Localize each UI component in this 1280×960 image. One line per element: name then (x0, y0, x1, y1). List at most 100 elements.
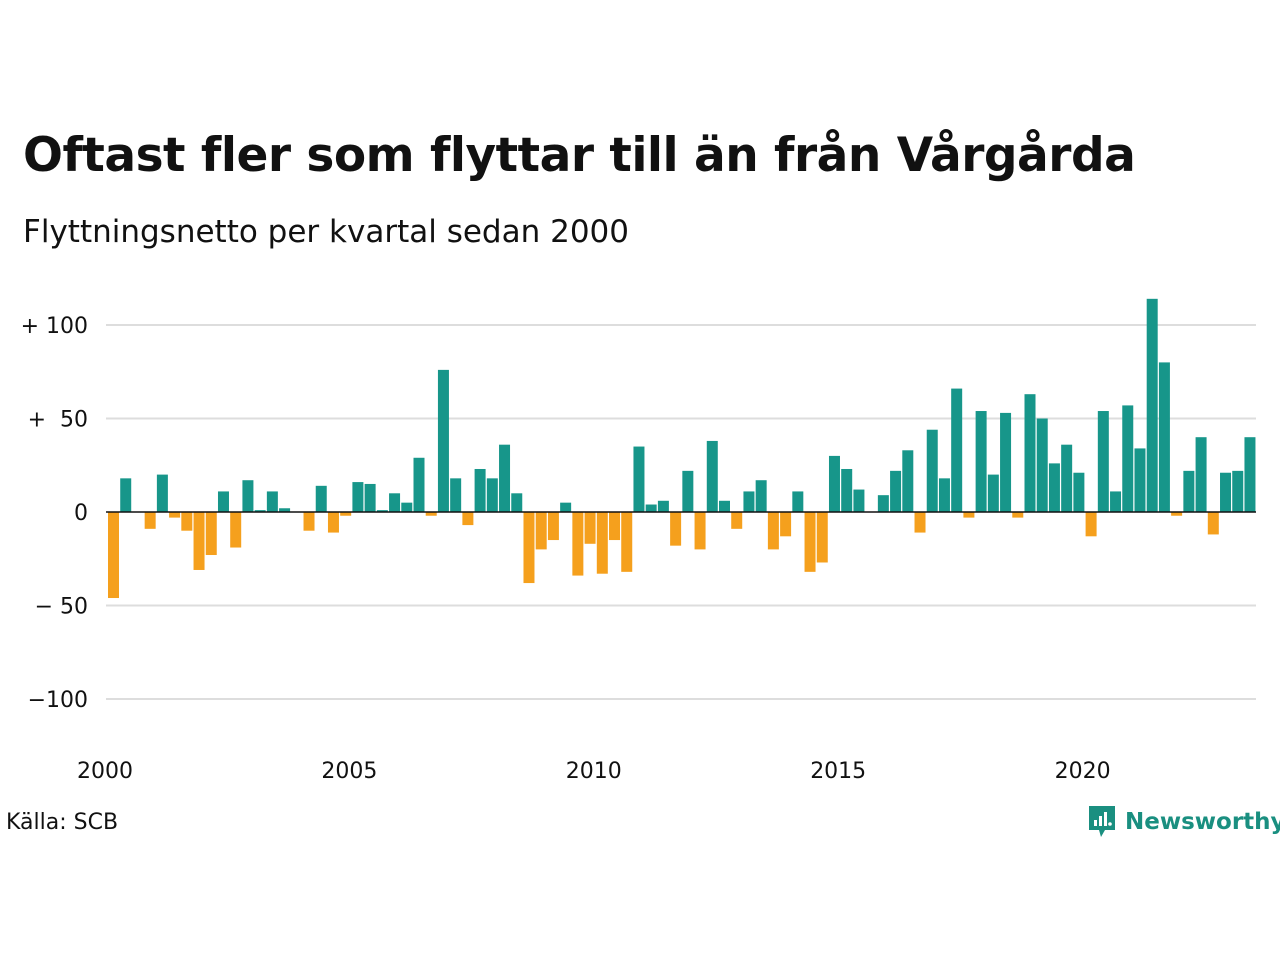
bar (1110, 491, 1122, 512)
bar (853, 489, 865, 512)
bar (169, 512, 181, 518)
bar (1158, 362, 1170, 512)
bar (1048, 463, 1060, 512)
bar (474, 468, 486, 512)
bar (596, 512, 608, 574)
chart-title: Oftast fler som flyttar till än från Vår… (23, 128, 1136, 183)
bar (376, 510, 388, 512)
bar (352, 482, 364, 512)
bar (694, 512, 706, 550)
bar (1146, 298, 1158, 512)
bar (645, 504, 657, 512)
y-tick-label: + 100 (21, 314, 88, 339)
bar (1012, 512, 1024, 518)
bar (242, 480, 254, 512)
bar (731, 512, 743, 529)
bar (450, 478, 462, 512)
bar (340, 512, 352, 516)
bar (254, 510, 266, 512)
bar (181, 512, 193, 531)
bar (389, 493, 401, 512)
bar (828, 455, 840, 512)
bar (816, 512, 828, 563)
bar (1000, 412, 1012, 512)
bar (230, 512, 242, 548)
bar (719, 500, 730, 512)
bar (1195, 437, 1207, 512)
bar (499, 444, 511, 512)
bar (193, 512, 205, 570)
y-axis-ticks: + 100 + 50 0 − 50 −100 (21, 314, 88, 713)
bar (425, 512, 437, 516)
bar (804, 512, 816, 572)
bar (938, 478, 950, 512)
source-note: Källa: SCB (6, 810, 119, 835)
bar (364, 483, 376, 512)
bar (877, 495, 889, 512)
bar (621, 512, 633, 572)
bar (902, 450, 914, 512)
bar (963, 512, 975, 518)
bar (914, 512, 926, 533)
bar (315, 485, 327, 512)
y-tick-label: 0 (74, 501, 88, 526)
bar (780, 512, 792, 537)
brand-logo: Newsworthy (1087, 802, 1280, 842)
bar (1183, 470, 1195, 512)
bar (792, 491, 804, 512)
bar (1073, 472, 1085, 512)
bar (144, 512, 156, 529)
bar (975, 411, 987, 512)
bar (1134, 448, 1146, 512)
bar (890, 470, 902, 512)
bar (609, 512, 621, 541)
bar (841, 468, 853, 512)
bar (1024, 394, 1036, 512)
bar (987, 474, 999, 512)
newsworthy-logo-icon (1089, 806, 1115, 837)
bar (633, 446, 645, 512)
bar (1036, 418, 1048, 512)
bar (584, 512, 596, 544)
x-tick-label: 2015 (810, 759, 866, 784)
brand-name: Newsworthy (1125, 809, 1280, 835)
bar (535, 512, 547, 550)
bar (682, 470, 694, 512)
bar (926, 429, 938, 512)
bar (120, 478, 132, 512)
bar (743, 491, 755, 512)
bar (279, 508, 291, 512)
bar (217, 491, 229, 512)
x-tick-label: 2020 (1055, 759, 1111, 784)
x-axis-ticks: 2000 2005 2010 2015 2020 (77, 759, 1111, 784)
bar (303, 512, 315, 531)
bar (511, 493, 523, 512)
bar (951, 388, 963, 512)
bar (706, 440, 718, 512)
x-tick-label: 2010 (566, 759, 622, 784)
bar (462, 512, 474, 526)
bar (1232, 470, 1244, 512)
bars (106, 298, 1256, 599)
bar (1061, 444, 1073, 512)
bar (755, 480, 767, 512)
bar (156, 474, 168, 512)
bar (486, 478, 498, 512)
bar (205, 512, 217, 556)
x-tick-label: 2005 (321, 759, 377, 784)
bar (523, 512, 535, 584)
bar (1207, 512, 1219, 535)
bar (327, 512, 339, 533)
bar (657, 500, 669, 512)
chart-subtitle: Flyttningsnetto per kvartal sedan 2000 (23, 214, 629, 250)
bar (266, 491, 278, 512)
bar (1097, 411, 1109, 512)
bar-chart: + 100 + 50 0 − 50 −100 2000 2005 2010 2015 2020 (21, 298, 1256, 784)
bar (1244, 437, 1256, 512)
bar (437, 369, 449, 512)
bar (1171, 512, 1183, 516)
bar (670, 512, 682, 546)
bar (1085, 512, 1097, 537)
bar (767, 512, 779, 550)
y-tick-label: + 50 (28, 408, 88, 433)
